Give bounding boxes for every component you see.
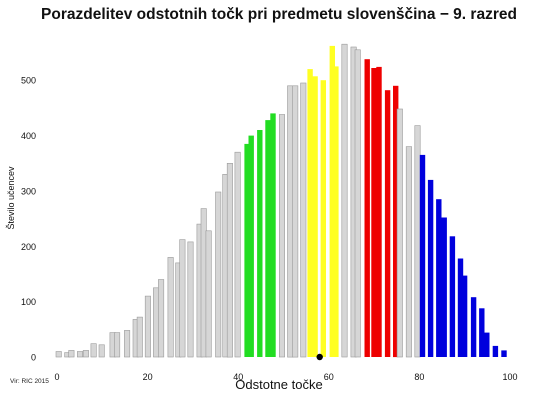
- bar-gray-6: [98, 344, 105, 358]
- bar-gray-4: [82, 350, 89, 358]
- bar-gray-15: [167, 257, 174, 358]
- x-tick-label: 100: [502, 372, 517, 382]
- marker-layer: [316, 353, 323, 361]
- bar-gray-48: [396, 108, 403, 358]
- bar-green-27: [248, 135, 254, 357]
- bar-blue-62: [501, 350, 507, 357]
- y-tick-label: 300: [21, 186, 36, 196]
- bar-gray-34: [300, 82, 307, 358]
- y-tick-label: 0: [31, 353, 36, 363]
- y-tick-label: 200: [21, 242, 36, 252]
- bar-green-29: [265, 120, 271, 357]
- bar-blue-60: [484, 332, 490, 357]
- bars-layer: [55, 43, 507, 358]
- bar-gray-40: [341, 43, 348, 358]
- bar-red-47: [393, 85, 399, 358]
- x-tick-label: 40: [233, 372, 243, 382]
- bar-gray-17: [179, 239, 186, 358]
- x-tick-label: 20: [143, 372, 153, 382]
- bar-blue-58: [470, 297, 477, 357]
- source-note: Vir: RIC 2015: [10, 378, 49, 385]
- bar-green-28: [257, 130, 263, 357]
- bar-yellow-36: [312, 76, 318, 358]
- bar-yellow-38: [329, 45, 335, 358]
- bar-gray-21: [205, 230, 212, 358]
- bar-yellow-37: [320, 80, 326, 357]
- bar-gray-24: [226, 163, 233, 358]
- bar-blue-61: [492, 345, 499, 357]
- bar-gray-50: [414, 125, 421, 358]
- bar-gray-20: [200, 208, 207, 358]
- bar-gray-18: [187, 241, 194, 358]
- bar-gray-11: [136, 316, 143, 358]
- bar-gray-33: [292, 85, 299, 358]
- bar-gray-8: [114, 332, 121, 358]
- bar-red-45: [376, 66, 382, 358]
- bar-green-26: [244, 143, 250, 357]
- bar-blue-56: [457, 258, 464, 357]
- bar-gray-3: [77, 351, 84, 358]
- bar-green-30: [270, 113, 276, 358]
- bar-gray-31: [278, 114, 285, 358]
- bar-yellow-35: [307, 69, 313, 357]
- chart-title: Porazdelitev odstotnih točk pri predmetu…: [41, 6, 517, 23]
- y-tick-label: 500: [21, 76, 36, 86]
- bar-blue-53: [436, 199, 442, 357]
- bar-red-43: [364, 59, 370, 357]
- bar-blue-57: [461, 275, 468, 357]
- x-axis-title: Odstotne točke: [235, 377, 323, 392]
- bar-gray-13: [153, 287, 160, 358]
- bar-blue-55: [449, 236, 456, 357]
- y-tick-label: 400: [21, 131, 36, 141]
- bar-gray-25: [234, 151, 241, 358]
- bar-gray-22: [215, 191, 222, 358]
- x-tick-label: 80: [414, 372, 424, 382]
- bar-gray-0: [55, 351, 62, 358]
- ticks-layer: 0 100 200 300 400 500 0 20 40 60 80 100: [21, 76, 518, 382]
- bar-gray-12: [144, 295, 151, 358]
- y-axis-title: Število učencev: [6, 166, 16, 230]
- bar-blue-51: [419, 154, 426, 357]
- bar-yellow-39: [333, 66, 339, 358]
- bar-gray-5: [90, 343, 97, 358]
- bar-blue-59: [479, 308, 485, 357]
- bar-blue-52: [427, 179, 434, 357]
- bar-gray-14: [158, 279, 165, 358]
- y-tick-label: 100: [21, 297, 36, 307]
- x-tick-label: 0: [54, 372, 59, 382]
- bar-gray-49: [405, 146, 412, 358]
- bar-red-44: [371, 68, 377, 357]
- x-tick-label: 60: [324, 372, 334, 382]
- bar-red-46: [384, 90, 391, 357]
- bar-gray-9: [124, 330, 131, 358]
- bar-gray-32: [287, 85, 294, 358]
- average-marker: [316, 353, 323, 361]
- bar-gray-2: [68, 350, 75, 358]
- bar-blue-54: [441, 217, 447, 357]
- bar-gray-42: [354, 49, 361, 358]
